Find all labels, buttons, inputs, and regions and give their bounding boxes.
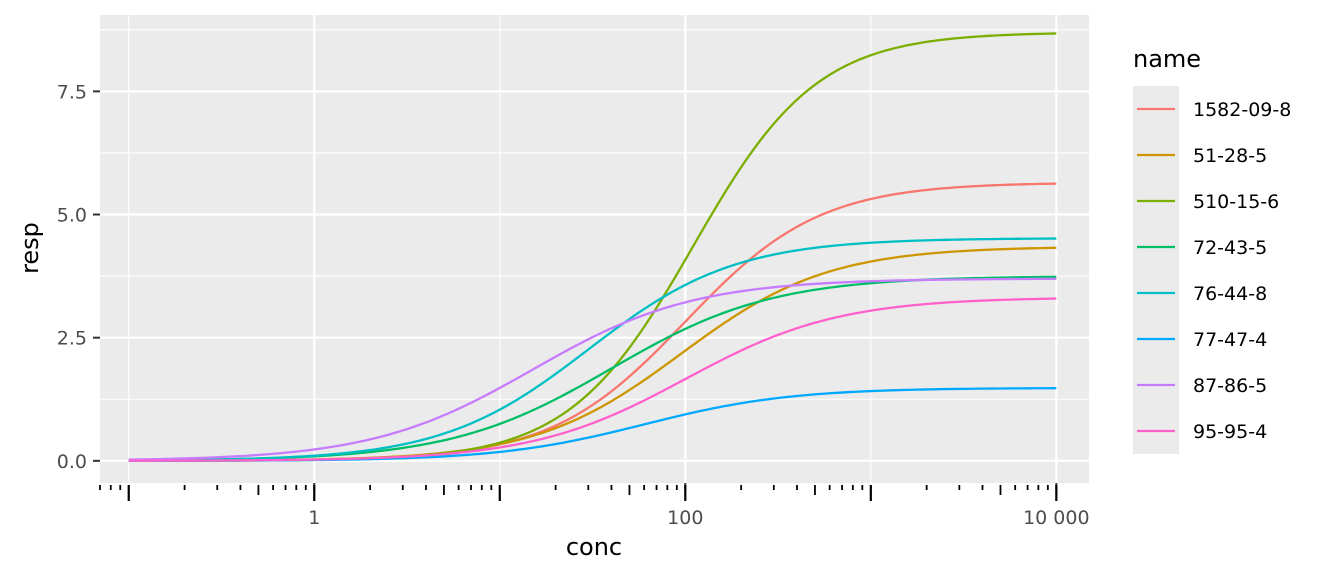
legend-label-77-47-4: 77-47-4 bbox=[1193, 329, 1267, 351]
legend-label-76-44-8: 76-44-8 bbox=[1193, 283, 1267, 305]
minor-gridlines bbox=[100, 15, 1089, 483]
y-tick-label: 0.0 bbox=[57, 451, 87, 473]
legend-label-51-28-5: 51-28-5 bbox=[1193, 145, 1267, 167]
legend-label-1582-09-8: 1582-09-8 bbox=[1193, 99, 1291, 121]
series-lines bbox=[128, 32, 1057, 462]
legend-label-510-15-6: 510-15-6 bbox=[1193, 191, 1279, 213]
series-line-87-86-5 bbox=[128, 277, 1057, 461]
y-tick-label: 5.0 bbox=[57, 205, 87, 227]
y-tick-label: 7.5 bbox=[57, 81, 87, 103]
x-tick-label: 1 bbox=[308, 507, 320, 529]
x-axis: 1 100 10 000 bbox=[99, 483, 1090, 529]
legend-label-95-95-4: 95-95-4 bbox=[1193, 421, 1267, 443]
y-axis-title: resp bbox=[16, 222, 44, 274]
x-tick-label: 100 bbox=[667, 507, 703, 529]
legend-label-87-86-5: 87-86-5 bbox=[1193, 375, 1267, 397]
legend-title: name bbox=[1133, 45, 1201, 73]
x-tick-label: 10 000 bbox=[1023, 507, 1089, 529]
legend-label-72-43-5: 72-43-5 bbox=[1193, 237, 1267, 259]
legend-key-background bbox=[1133, 86, 1179, 454]
plot-panel bbox=[100, 15, 1089, 483]
y-axis: 0.0 2.5 5.0 7.5 bbox=[57, 81, 100, 473]
y-tick-label: 2.5 bbox=[57, 328, 87, 350]
legend: name 1582-09-8 51-28-5 510-15-6 72-43-5 76-4… bbox=[1133, 45, 1291, 454]
major-gridlines bbox=[100, 15, 1089, 483]
series-line-95-95-4 bbox=[128, 297, 1057, 462]
x-axis-title: conc bbox=[566, 533, 622, 561]
series-line-76-44-8 bbox=[128, 237, 1057, 462]
legend-items: 1582-09-8 51-28-5 510-15-6 72-43-5 76-44-8 77… bbox=[1137, 99, 1291, 443]
